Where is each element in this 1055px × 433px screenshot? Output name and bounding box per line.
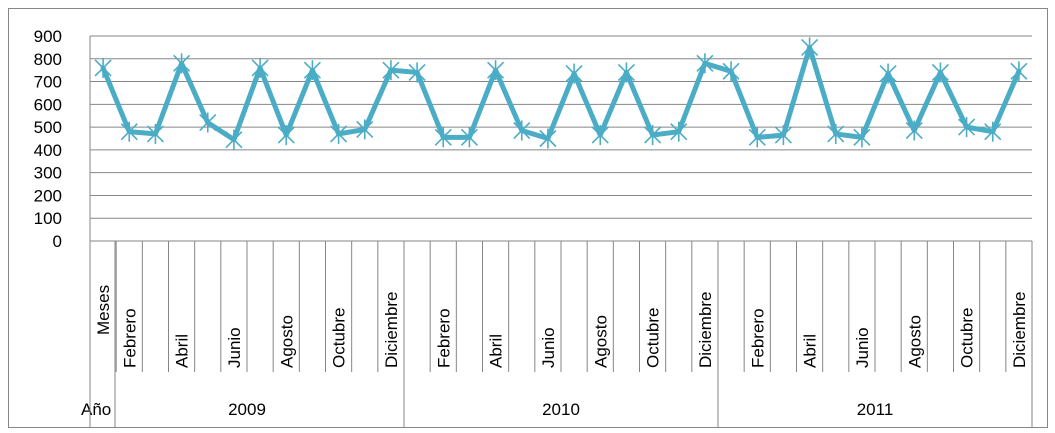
data-point [513,120,531,141]
data-point [408,62,426,83]
series-line [100,44,1022,143]
data-point [984,121,1002,142]
category-label: Febrero [120,308,139,368]
data-point [565,63,583,84]
data-point [591,125,609,146]
data-point [460,127,478,148]
meses-label: Meses [94,285,113,335]
y-tick-label: 300 [34,164,62,183]
data-point [879,63,897,84]
data-point [356,119,374,140]
ano-label: Año [81,400,111,419]
year-label: 2009 [228,400,266,419]
data-markers [94,37,1028,150]
data-point [748,127,766,148]
data-point [644,125,662,146]
data-point [958,117,976,138]
data-point [173,53,191,74]
data-point [827,123,845,144]
category-label: Agosto [591,315,610,368]
data-point [251,57,269,78]
chart-frame [8,8,1048,428]
category-label: Abril [801,334,820,368]
y-axis-tick-labels: 0 100 200 300 400 500 600 700 800 900 [34,27,62,251]
category-label: Junio [539,327,558,368]
y-tick-label: 400 [34,141,62,160]
data-point [1010,61,1028,82]
data-point [94,57,112,78]
data-point [146,123,164,144]
year-label: 2011 [857,400,894,419]
year-label: 2010 [542,400,580,419]
data-point [225,129,243,150]
category-label: Diciembre [382,291,401,368]
y-tick-label: 0 [53,232,62,251]
category-label: Abril [173,334,192,368]
data-point [722,61,740,82]
category-label: Junio [225,327,244,368]
y-tick-label: 700 [34,73,62,92]
data-point [696,53,714,74]
category-label: Febrero [748,308,767,368]
category-label: Octubre [958,308,977,368]
category-label: Junio [853,327,872,368]
data-point [670,121,688,142]
data-point [539,128,557,149]
data-point [303,60,321,81]
data-point [434,127,452,148]
data-point [487,60,505,81]
y-tick-label: 100 [34,209,62,228]
data-point [120,121,138,142]
category-label: Diciembre [1010,291,1029,368]
category-label: Octubre [330,308,349,368]
y-tick-label: 900 [34,27,62,46]
category-label: Diciembre [696,291,715,368]
data-point [905,120,923,141]
data-point [617,62,635,83]
category-label: Agosto [277,315,296,368]
y-tick-label: 500 [34,118,62,137]
data-point [774,125,792,146]
data-point [330,123,348,144]
data-point [853,127,871,148]
category-label: Abril [487,334,506,368]
y-tick-label: 800 [34,50,62,69]
category-axis-table: Meses Año Febrero Abril Junio Agosto Octubre… [81,241,1033,428]
data-point [199,112,217,133]
data-point [801,37,819,58]
category-label: Octubre [644,308,663,368]
data-point [382,60,400,81]
category-label: Agosto [905,315,924,368]
y-tick-label: 600 [34,95,62,114]
data-point [277,125,295,146]
data-point [931,62,949,83]
category-label: Febrero [434,308,453,368]
y-tick-label: 200 [34,186,62,205]
